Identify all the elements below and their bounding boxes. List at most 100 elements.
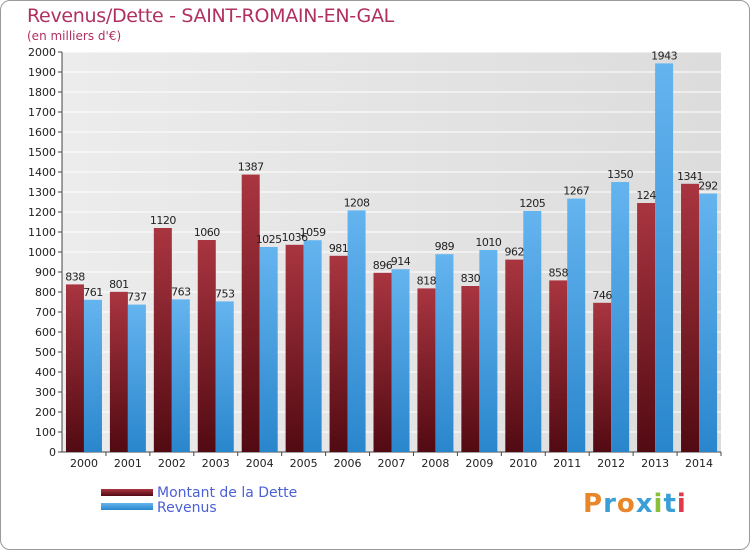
- logo-letter: P: [583, 489, 604, 519]
- y-tick-label: 1200: [28, 206, 56, 219]
- bar-revenus: [259, 247, 278, 452]
- bar-dette: [329, 255, 348, 452]
- data-label-revenus: 1025: [256, 233, 282, 246]
- data-label-revenus: 1208: [344, 196, 370, 209]
- data-label-dette: 830: [461, 272, 481, 285]
- logo-letter: x: [635, 489, 654, 519]
- y-tick-label: 1400: [28, 166, 56, 179]
- bar-dette: [65, 284, 84, 452]
- data-label-revenus: 1350: [607, 168, 633, 181]
- data-label-dette: 1387: [238, 161, 264, 174]
- data-label-dette: 801: [109, 278, 129, 291]
- legend-label-revenus: Revenus: [157, 500, 217, 516]
- bar-dette: [681, 183, 700, 453]
- data-label-dette: 896: [373, 259, 393, 272]
- bar-revenus: [215, 301, 234, 452]
- data-label-revenus: 1059: [300, 226, 326, 239]
- proxiti-logo: Proxiti: [583, 489, 687, 519]
- x-tick-label: 2008: [421, 457, 449, 470]
- y-tick-label: 0: [49, 446, 56, 459]
- y-tick-label: 2000: [28, 46, 56, 59]
- bar-revenus: [567, 198, 586, 452]
- data-label-dette: 962: [505, 246, 525, 259]
- x-tick-label: 2005: [290, 457, 318, 470]
- bar-dette: [417, 288, 436, 452]
- y-tick-label: 800: [35, 286, 56, 299]
- bar-dette: [637, 203, 656, 452]
- y-tick-label: 100: [35, 426, 56, 439]
- bar-revenus: [127, 304, 146, 452]
- chart-subtitle: (en milliers d'€): [27, 29, 122, 43]
- y-tick-label: 700: [35, 306, 56, 319]
- logo-letter: i: [676, 489, 687, 519]
- data-label-dette: 858: [548, 266, 568, 279]
- data-label-dette: 1036: [282, 231, 308, 244]
- x-tick-label: 2001: [114, 457, 142, 470]
- x-tick-label: 2007: [378, 457, 406, 470]
- data-label-revenus: 989: [435, 240, 455, 253]
- data-label-dette: 981: [329, 242, 349, 255]
- bar-revenus: [523, 211, 542, 452]
- bar-revenus: [435, 254, 454, 452]
- x-tick-label: 2006: [334, 457, 362, 470]
- data-label-revenus: 763: [171, 285, 191, 298]
- y-tick-label: 1600: [28, 126, 56, 139]
- bar-revenus: [611, 182, 630, 452]
- legend-label-dette: Montant de la Dette: [157, 485, 298, 501]
- data-label-revenus: 914: [391, 255, 411, 268]
- bar-dette: [461, 286, 480, 452]
- data-label-revenus: 1267: [563, 185, 589, 198]
- data-label-revenus: 737: [127, 291, 147, 304]
- bar-revenus: [171, 299, 190, 452]
- logo-letter: r: [603, 489, 617, 519]
- data-label-revenus: 292: [698, 180, 718, 193]
- bar-revenus: [303, 240, 322, 452]
- y-tick-label: 1700: [28, 106, 56, 119]
- data-label-dette: 746: [592, 289, 612, 302]
- x-tick-label: 2014: [685, 457, 713, 470]
- data-label-dette: 1120: [150, 214, 176, 227]
- bar-revenus: [479, 250, 498, 452]
- data-label-revenus: 1943: [651, 49, 677, 62]
- y-tick-label: 1800: [28, 86, 56, 99]
- data-label-revenus: 1205: [519, 197, 545, 210]
- data-label-dette: 1060: [194, 226, 220, 239]
- y-tick-label: 600: [35, 326, 56, 339]
- bar-dette: [549, 280, 568, 452]
- y-tick-label: 400: [35, 366, 56, 379]
- bar-dette: [593, 302, 612, 452]
- data-label-dette: 124: [636, 189, 656, 202]
- x-tick-label: 2009: [465, 457, 493, 470]
- bar-dette: [285, 244, 304, 452]
- x-tick-label: 2010: [509, 457, 537, 470]
- legend-swatch-dette: [101, 489, 153, 496]
- x-tick-label: 2003: [202, 457, 230, 470]
- data-label-dette: 818: [417, 274, 437, 287]
- y-tick-label: 200: [35, 406, 56, 419]
- bar-revenus: [83, 299, 102, 452]
- bar-dette: [197, 240, 216, 452]
- bar-revenus: [655, 63, 674, 453]
- x-tick-label: 2002: [158, 457, 186, 470]
- data-label-revenus: 1010: [475, 236, 501, 249]
- bar-dette: [109, 291, 128, 452]
- x-tick-label: 2012: [597, 457, 625, 470]
- chart-title: Revenus/Dette - SAINT-ROMAIN-EN-GAL: [27, 5, 394, 27]
- legend-swatch-revenus: [101, 503, 153, 510]
- logo-letter: i: [653, 489, 664, 519]
- bar-revenus: [391, 269, 410, 452]
- bar-revenus: [699, 193, 718, 452]
- logo-letter: o: [616, 489, 636, 519]
- bar-dette: [241, 174, 260, 452]
- y-tick-label: 500: [35, 346, 56, 359]
- x-tick-label: 2000: [70, 457, 98, 470]
- bar-dette: [505, 259, 524, 452]
- bar-dette: [373, 272, 392, 452]
- y-tick-label: 1300: [28, 186, 56, 199]
- y-tick-label: 1100: [28, 226, 56, 239]
- data-label-revenus: 761: [83, 286, 103, 299]
- y-tick-label: 1900: [28, 66, 56, 79]
- data-label-revenus: 753: [215, 287, 235, 300]
